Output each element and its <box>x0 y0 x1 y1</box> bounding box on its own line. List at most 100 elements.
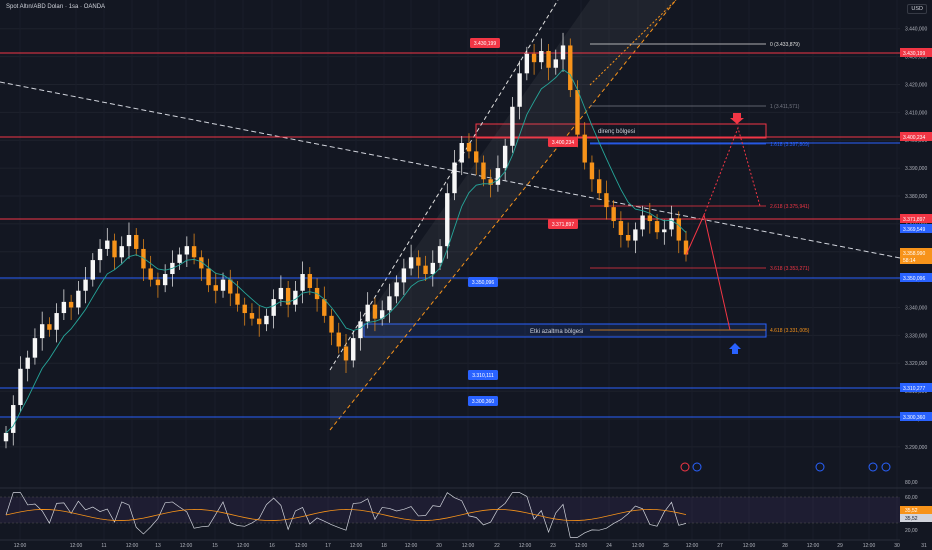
candle-body <box>568 45 573 91</box>
time-axis-tick: 15 <box>212 543 218 549</box>
candle-body <box>358 321 363 339</box>
candle-body <box>54 313 59 330</box>
fib-level-label: 2.618 (3.375,941) <box>770 204 810 210</box>
candle-body <box>256 318 262 325</box>
candle-body <box>676 218 681 241</box>
sell-arrow-icon <box>730 113 744 124</box>
candle-body <box>387 296 392 311</box>
candle-body <box>235 293 240 305</box>
price-tag-label: 3.300,360 <box>472 399 494 405</box>
time-axis-tick: 12:00 <box>126 543 139 549</box>
candle-body <box>459 143 464 163</box>
candle-body <box>524 53 530 74</box>
candle-body <box>271 299 276 316</box>
candle-body <box>596 179 602 194</box>
candle-body <box>199 257 204 269</box>
axis-price-label-text: 3.430,199 <box>903 51 925 57</box>
candle-body <box>517 73 522 107</box>
candle-body <box>488 179 493 185</box>
candle-body <box>83 279 88 291</box>
candle-body <box>300 274 305 291</box>
candle-body <box>662 229 667 233</box>
price-tag-label: 3.371,897 <box>552 222 574 228</box>
candle-body <box>481 162 486 180</box>
candle-body <box>437 246 443 263</box>
price-axis-tick: 3.410,000 <box>905 110 927 116</box>
candle-body <box>105 240 110 249</box>
economic-event-icon <box>680 462 690 472</box>
candle-body <box>39 324 45 339</box>
price-tag <box>468 370 498 380</box>
time-axis-tick: 23 <box>550 543 556 549</box>
candle-body <box>408 257 414 269</box>
descending-trendline <box>0 81 901 259</box>
time-axis-tick: 12:00 <box>70 543 83 549</box>
candle-body <box>474 151 479 163</box>
buy-arrow-icon <box>729 343 741 354</box>
channel-lower-line <box>329 0 677 431</box>
candle-body <box>351 338 356 361</box>
rsi-line <box>5 492 687 538</box>
axis-price-label-text: 3.369,549 <box>903 227 925 233</box>
candle-body <box>445 193 450 247</box>
candle-body <box>184 246 190 255</box>
candle-body <box>343 346 349 361</box>
candle-body <box>134 235 139 249</box>
candle-body <box>155 279 161 286</box>
candle-body <box>191 246 197 258</box>
candle-body <box>466 143 472 152</box>
candle-body <box>177 254 182 263</box>
candle-body <box>162 274 168 286</box>
candle-body <box>242 304 247 314</box>
candle-body <box>589 162 595 180</box>
axis-price-label-text: 3.350,096 <box>903 276 925 282</box>
resistance-zone-label: direnç bölgesi <box>598 129 635 135</box>
candle-body <box>32 338 38 358</box>
rsi-value-text: 35,52 <box>905 516 918 522</box>
candle-body <box>119 246 124 258</box>
currency-badge[interactable]: USD <box>907 4 927 14</box>
price-axis-tick: 3.290,000 <box>905 445 927 451</box>
time-axis-tick: 12:00 <box>743 543 756 549</box>
candle-body <box>293 290 298 305</box>
axis-price-label-text: 3.310,277 <box>903 386 925 392</box>
time-axis-tick: 12:00 <box>14 543 27 549</box>
candle-body <box>618 221 624 235</box>
candle-body <box>510 106 515 146</box>
candle-body <box>625 235 631 241</box>
rsi-band <box>0 497 900 523</box>
time-axis-tick: 25 <box>663 543 669 549</box>
candle-body <box>582 134 587 163</box>
candle-body <box>379 310 385 319</box>
candle-body <box>669 218 674 230</box>
axis-price-label-text: 3.358,990 <box>903 251 925 257</box>
candle-body <box>220 279 226 291</box>
candle-body <box>18 368 23 406</box>
candle-body <box>611 207 616 222</box>
price-axis-tick: 3.390,000 <box>905 166 927 172</box>
time-axis-tick: 20 <box>436 543 442 549</box>
candle-body <box>604 193 609 208</box>
time-axis-tick: 31 <box>921 543 927 549</box>
candle-body <box>278 287 284 300</box>
candle-body <box>148 268 153 280</box>
axis-price-label <box>900 48 932 57</box>
candle-body <box>640 215 645 230</box>
rsi-axis-tick: 80,00 <box>905 480 918 486</box>
candle-body <box>126 235 132 247</box>
price-tag-label: 3.350,096 <box>472 280 494 286</box>
time-axis-tick: 12:00 <box>575 543 588 549</box>
axis-price-label <box>900 412 932 421</box>
price-axis-tick: 3.380,000 <box>905 194 927 200</box>
rsi-value-label <box>900 514 932 522</box>
candle-body <box>416 257 421 266</box>
candle-body <box>249 313 255 319</box>
candle-body <box>401 268 407 283</box>
candle-body <box>560 45 566 60</box>
time-axis-tick: 29 <box>837 543 843 549</box>
time-axis-tick: 12:00 <box>632 543 645 549</box>
time-axis-tick: 28 <box>782 543 788 549</box>
candle-body <box>683 240 689 255</box>
